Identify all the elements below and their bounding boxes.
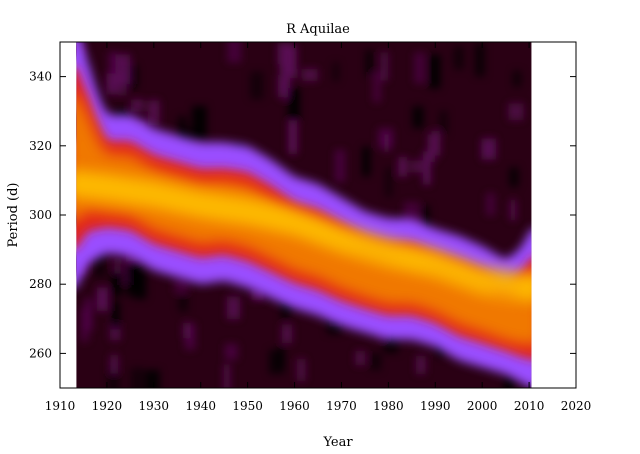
noise-spot — [512, 70, 522, 87]
noise-spot — [439, 110, 448, 134]
noise-spot — [385, 167, 392, 197]
x-tick-label: 2020 — [561, 399, 592, 413]
noise-spot — [134, 271, 147, 299]
noise-spot — [184, 323, 196, 350]
noise-spot — [250, 71, 264, 100]
noise-spot — [108, 51, 117, 84]
y-tick-label: 320 — [29, 139, 52, 153]
noise-spot — [115, 54, 131, 85]
noise-spot — [106, 73, 119, 95]
noise-spot — [334, 149, 346, 183]
x-tick-label: 2010 — [514, 399, 545, 413]
noise-spot — [109, 322, 121, 341]
noise-spot — [486, 192, 495, 216]
noise-spot — [108, 365, 120, 388]
noise-spot — [226, 296, 240, 320]
noise-spot — [251, 288, 264, 301]
noise-spot — [475, 43, 485, 77]
noise-spot — [224, 343, 238, 360]
noise-spot — [453, 46, 464, 70]
x-tick-label: 1930 — [139, 399, 170, 413]
noise-spot — [147, 100, 160, 126]
noise-spot — [223, 364, 231, 388]
x-axis-label: Year — [322, 435, 353, 450]
noise-spot — [370, 352, 382, 371]
x-tick-label: 1980 — [373, 399, 404, 413]
noise-spot — [111, 301, 120, 330]
noise-spot — [111, 269, 122, 296]
noise-spot — [421, 205, 430, 230]
noise-spot — [355, 350, 366, 366]
noise-spot — [372, 72, 381, 103]
noise-spot — [504, 377, 514, 388]
noise-spot — [130, 99, 144, 112]
noise-spot — [509, 167, 519, 187]
noise-spot — [281, 297, 290, 320]
noise-spot — [422, 151, 431, 185]
noise-spot — [431, 130, 441, 156]
noise-spot — [279, 60, 292, 74]
noise-spot — [174, 278, 189, 294]
noise-spot — [130, 368, 144, 388]
x-tick-label: 1960 — [279, 399, 310, 413]
chart-title: R Aquilae — [286, 22, 350, 37]
noise-spot — [110, 355, 119, 374]
noise-spot — [192, 106, 207, 140]
heatmap-layer — [76, 42, 532, 388]
noise-spot — [302, 68, 318, 81]
x-tick-label: 1970 — [326, 399, 357, 413]
y-tick-label: 300 — [29, 208, 52, 222]
noise-spot — [398, 156, 407, 177]
x-tick-label: 2000 — [467, 399, 498, 413]
noise-spot — [365, 50, 373, 76]
noise-spot — [125, 264, 137, 297]
noise-spot — [428, 54, 441, 89]
y-tick-label: 260 — [29, 346, 52, 360]
noise-spot — [332, 62, 339, 82]
noise-spot — [508, 103, 524, 121]
x-tick-label: 1990 — [420, 399, 451, 413]
noise-spot — [296, 358, 306, 382]
noise-spot — [415, 355, 426, 374]
noise-spot — [378, 128, 394, 148]
noise-spot — [410, 160, 423, 173]
x-tick-label: 1950 — [232, 399, 263, 413]
noise-spot — [227, 42, 242, 63]
noise-spot — [282, 77, 290, 100]
x-axis: 1910 1920 1930 1940 1950 1960 1970 1980 1990 2000… — [45, 42, 592, 413]
noise-spot — [427, 134, 436, 163]
noise-spot — [94, 243, 106, 278]
noise-spot — [414, 52, 425, 84]
noise-spot — [288, 88, 300, 121]
y-tick-label: 340 — [29, 70, 52, 84]
y-axis-label: Period (d) — [6, 183, 21, 248]
noise-spot — [412, 106, 424, 129]
y-tick-label: 280 — [29, 277, 52, 291]
noise-spot — [178, 293, 188, 312]
noise-spot — [113, 258, 121, 274]
noise-spot — [509, 199, 517, 221]
noise-spot — [268, 349, 285, 374]
x-tick-label: 1940 — [185, 399, 216, 413]
x-tick-label: 1920 — [92, 399, 123, 413]
y-axis: 260 280 300 320 340 — [29, 70, 576, 360]
noise-spot — [96, 287, 108, 311]
noise-spot — [380, 52, 389, 81]
noise-spot — [84, 297, 93, 331]
noise-spot — [145, 370, 160, 388]
noise-spot — [281, 324, 293, 344]
x-tick-label: 1910 — [45, 399, 76, 413]
ridge-band-core — [76, 170, 532, 302]
noise-spot — [481, 138, 496, 160]
noise-spot — [118, 75, 127, 96]
noise-spot — [288, 120, 298, 154]
noise-spot — [362, 146, 371, 177]
